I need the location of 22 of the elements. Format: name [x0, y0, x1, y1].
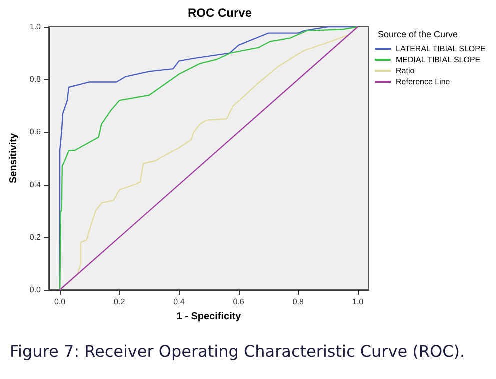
legend-label: Reference Line: [396, 78, 451, 86]
y-tick-label: 0.2: [30, 232, 42, 242]
x-tick-label: 0.2: [114, 298, 126, 306]
caption: Figure 7: Receiver Operating Characteristic Curve (ROC).: [10, 342, 466, 361]
y-axis-title: Sensitivity: [8, 133, 20, 184]
legend-label: LATERAL TIBIAL SLOPE: [396, 44, 486, 54]
legend-label: Ratio: [396, 66, 416, 76]
y-tick-label: 0.6: [30, 128, 42, 137]
legend-label: MEDIAL TIBIAL SLOPE: [396, 56, 481, 64]
legend-title: Source of the Curve: [378, 30, 458, 40]
x-tick-label: 0.0: [54, 298, 66, 306]
x-axis-title: 1 - Specificity: [176, 312, 242, 322]
x-tick-label: 1.0: [352, 298, 364, 306]
x-tick-label: 0.8: [292, 298, 304, 306]
y-tick-label: 0.0: [30, 286, 42, 294]
line-series: [59, 26, 359, 291]
x-tick-label: 0.4: [174, 298, 186, 306]
y-tick-label: 0.8: [30, 75, 42, 84]
x-tick-label: 0.6: [233, 298, 245, 306]
chart-title: ROC Curve: [188, 6, 252, 20]
y-tick-label: 0.4: [30, 180, 42, 190]
y-tick-label: 1.0: [30, 22, 42, 32]
